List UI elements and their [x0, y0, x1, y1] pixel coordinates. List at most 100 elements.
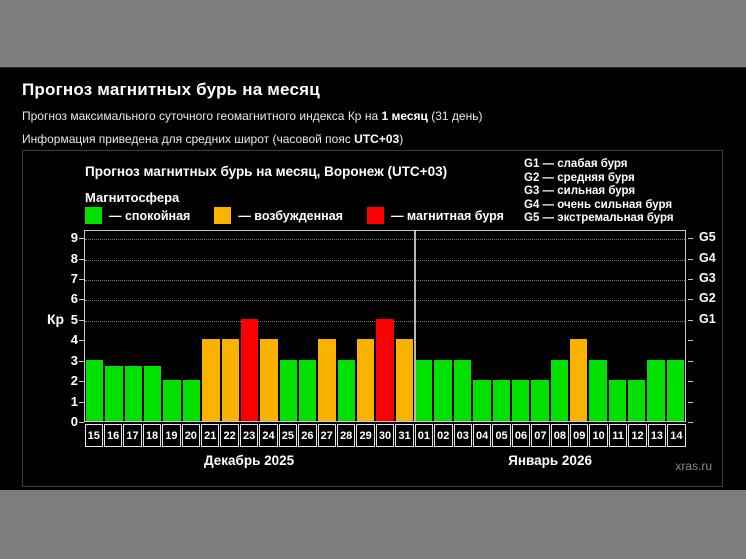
day-cell-16: 16 — [103, 424, 123, 447]
y-tick-label-5: 5 — [70, 311, 78, 327]
day-cell-06: 06 — [511, 424, 531, 447]
y-tick-mark-left-8 — [79, 258, 84, 260]
kp-bar-day-08 — [550, 360, 568, 421]
x-axis-day-labels: 15 16 17 18 19 20 21 22 23 24 25 26 27 28 29 30 31 01 02 03… — [84, 424, 686, 447]
legend-label: — спокойная — [109, 208, 191, 223]
kp-bar-day-24 — [260, 339, 278, 421]
kp-bar-day-13 — [647, 360, 665, 421]
y-axis-label: Кр — [47, 311, 65, 327]
day-cell-15: 15 — [84, 424, 103, 447]
kp-bar-day-07 — [531, 380, 549, 421]
day-cell-03: 03 — [453, 424, 472, 447]
gridline-kp-7 — [85, 280, 685, 282]
kp-bar-day-27 — [318, 339, 336, 421]
kp-bar-day-02 — [434, 360, 452, 421]
y-tick-mark-right-3 — [688, 360, 693, 362]
kp-bar-day-22 — [221, 339, 239, 421]
day-cell-22: 22 — [220, 424, 239, 447]
legend-swatch-quiet — [85, 207, 102, 224]
kp-bar-day-25 — [279, 360, 297, 421]
y-tick-mark-right-6 — [688, 299, 693, 301]
day-cell-07: 07 — [531, 424, 550, 447]
chart-panel: Прогноз магнитных бурь на месяц, Воронеж… — [22, 150, 723, 487]
legend-item-quiet: — спокойная — [85, 207, 190, 224]
bottom-gray-band — [0, 490, 746, 559]
content-area: Прогноз магнитных бурь на месяц Прогноз … — [0, 68, 746, 490]
plot-area — [84, 230, 686, 422]
y-tick-mark-right-8 — [688, 258, 693, 260]
y-tick-mark-left-0 — [79, 422, 84, 423]
day-cell-28: 28 — [336, 424, 356, 447]
day-cell-17: 17 — [123, 424, 142, 447]
g-axis-label-G3: G3 — [699, 271, 716, 286]
y-tick-mark-left-6 — [79, 299, 84, 301]
g-axis-label-G4: G4 — [699, 250, 716, 265]
day-cell-30: 30 — [375, 424, 395, 447]
y-tick-label-3: 3 — [70, 352, 78, 368]
kp-bar-day-17 — [124, 366, 143, 421]
subtitle-2-text: Информация приведена для средних широт (… — [22, 132, 355, 146]
legend-swatch-storm — [366, 207, 384, 224]
day-cell-09: 09 — [570, 424, 589, 447]
y-tick-mark-right-1 — [688, 401, 693, 403]
day-cell-26: 26 — [298, 424, 317, 447]
month-divider-line — [414, 231, 417, 421]
top-gray-band — [0, 0, 746, 68]
day-cell-20: 20 — [181, 424, 201, 447]
g-legend-line: G5 — экстремальная буря — [524, 212, 674, 225]
kp-bar-day-20 — [182, 380, 201, 421]
subtitle-2-suffix: ) — [399, 132, 404, 146]
magnetosphere-legend: — спокойная — возбужденная — магнитная бур… — [85, 207, 528, 224]
kp-bar-day-30 — [376, 319, 394, 421]
legend-swatch-excited — [214, 207, 232, 224]
day-cell-25: 25 — [278, 424, 298, 447]
y-tick-label-9: 9 — [70, 230, 78, 246]
y-tick-mark-left-2 — [79, 381, 84, 383]
y-tick-label-6: 6 — [70, 291, 78, 307]
page-subtitle-2: Информация приведена для средних широт (… — [22, 132, 746, 146]
day-cell-27: 27 — [317, 424, 336, 447]
y-tick-mark-right-9 — [688, 238, 693, 240]
day-cell-05: 05 — [492, 424, 511, 447]
legend-item-storm: — магнитная буря — [366, 207, 504, 224]
month-label-0: Декабрь 2025 — [203, 453, 295, 468]
day-cell-31: 31 — [395, 424, 414, 447]
g-legend-line: G2 — средняя буря — [524, 171, 635, 184]
y-tick-mark-right-0 — [688, 422, 693, 423]
g-legend-line: G4 — очень сильная буря — [524, 198, 673, 211]
kp-bar-day-12 — [628, 380, 646, 421]
page-subtitle-1: Прогноз максимального суточного геомагни… — [22, 109, 746, 123]
g-legend-line: G3 — сильная буря — [524, 185, 636, 198]
day-cell-13: 13 — [647, 424, 667, 447]
y-tick-mark-right-2 — [688, 381, 693, 383]
day-cell-01: 01 — [414, 424, 434, 447]
kp-bar-day-31 — [395, 339, 414, 421]
day-cell-18: 18 — [142, 424, 162, 447]
kp-bar-day-23 — [240, 319, 259, 421]
y-tick-mark-left-4 — [79, 340, 84, 342]
month-label-1: Январь 2026 — [508, 453, 592, 468]
y-tick-mark-left-5 — [79, 319, 84, 321]
day-cell-23: 23 — [239, 424, 259, 447]
g-axis-label-G2: G2 — [699, 291, 716, 306]
day-cell-12: 12 — [628, 424, 647, 447]
subtitle-1-suffix: (31 день) — [427, 109, 483, 123]
kp-bar-day-19 — [163, 380, 181, 421]
day-cell-04: 04 — [472, 424, 492, 447]
g-axis-label-G5: G5 — [699, 230, 716, 245]
kp-bar-day-10 — [589, 360, 607, 421]
kp-bar-day-28 — [337, 360, 356, 421]
y-tick-label-1: 1 — [70, 393, 78, 409]
day-cell-29: 29 — [356, 424, 375, 447]
kp-bar-day-04 — [473, 380, 491, 421]
gridline-kp-8 — [85, 259, 685, 261]
subtitle-1-text: Прогноз максимального суточного геомагни… — [22, 109, 382, 123]
kp-bar-day-01 — [415, 360, 433, 421]
day-cell-02: 02 — [434, 424, 453, 447]
chart-title: Прогноз магнитных бурь на месяц, Воронеж… — [85, 164, 448, 179]
legend-item-excited: — возбужденная — [214, 207, 343, 224]
y-tick-label-8: 8 — [70, 250, 78, 266]
day-cell-08: 08 — [550, 424, 570, 447]
day-cell-11: 11 — [608, 424, 628, 447]
